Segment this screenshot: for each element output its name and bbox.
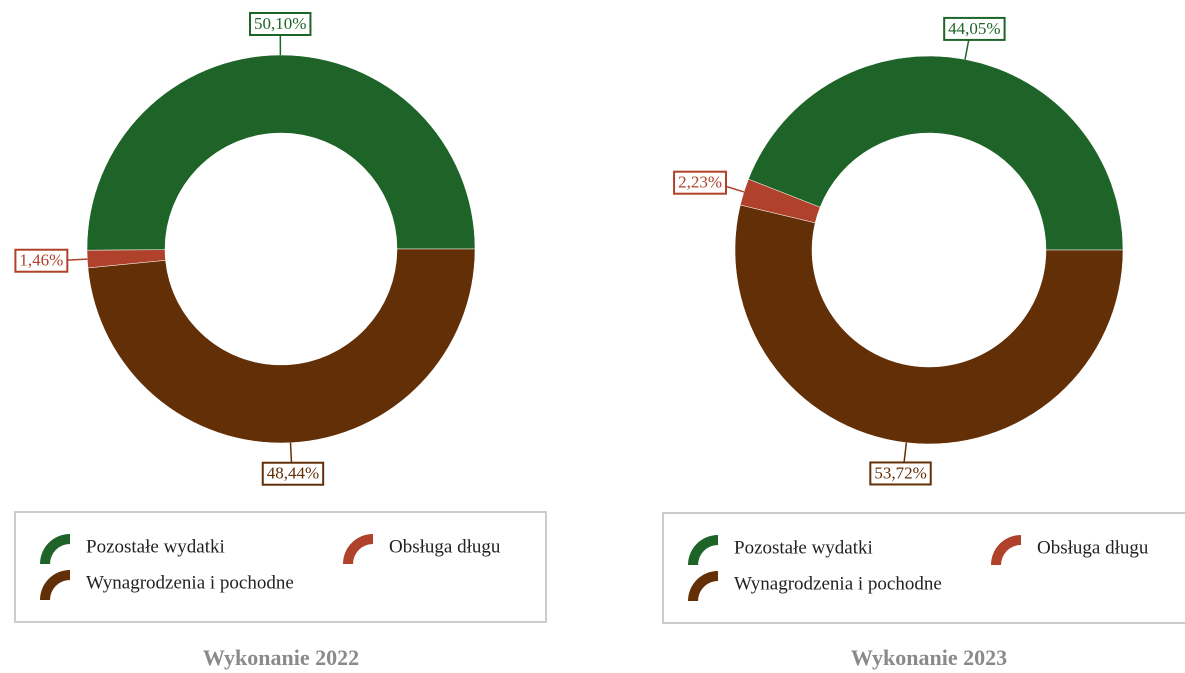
donut-segment: [87, 248, 476, 444]
label-box: [249, 12, 312, 37]
legend-label: Pozostałe wydatki: [734, 537, 873, 558]
legend-icon: [40, 570, 70, 600]
leader-line: [724, 185, 745, 193]
legend-label: Wynagrodzenia i pochodne: [734, 573, 942, 594]
legend-box: [14, 511, 547, 623]
legend-icon: [991, 535, 1021, 565]
donut-segment: [86, 54, 476, 251]
label-box: [943, 16, 1006, 41]
leader-line: [67, 258, 88, 261]
data-label: 1,46%: [14, 248, 69, 273]
label-text: 50,10%: [254, 14, 306, 33]
legend-icon: [688, 535, 718, 565]
data-label: 50,10%: [249, 12, 312, 37]
legend-icon: [343, 534, 373, 564]
label-text: 1,46%: [19, 251, 63, 270]
legend-icon: [688, 571, 718, 601]
label-box: [673, 170, 727, 195]
donut-segment: [734, 204, 1124, 445]
data-label: 44,05%: [943, 16, 1006, 41]
legend-label: Pozostałe wydatki: [86, 536, 225, 557]
chart-title: Wykonanie 2023: [851, 645, 1007, 670]
data-label: 53,72%: [869, 461, 932, 486]
legend-box: [662, 512, 1185, 624]
data-label: 48,44%: [261, 461, 325, 486]
label-text: 44,05%: [948, 19, 1000, 38]
label-box: [14, 248, 69, 273]
leader-line: [289, 442, 293, 463]
legend-label: Obsługa długu: [389, 536, 501, 557]
label-text: 48,44%: [267, 464, 319, 483]
label-text: 53,72%: [874, 463, 926, 482]
data-label: 2,23%: [673, 170, 727, 195]
label-box: [869, 461, 932, 486]
legend-label: Wynagrodzenia i pochodne: [86, 572, 294, 593]
leader-line: [903, 442, 908, 463]
label-box: [261, 461, 325, 486]
label-text: 2,23%: [678, 173, 722, 192]
leader-line: [964, 39, 970, 60]
chart-title: Wykonanie 2022: [203, 645, 359, 670]
legend-label: Obsługa długu: [1037, 537, 1149, 558]
legend-icon: [40, 534, 70, 564]
